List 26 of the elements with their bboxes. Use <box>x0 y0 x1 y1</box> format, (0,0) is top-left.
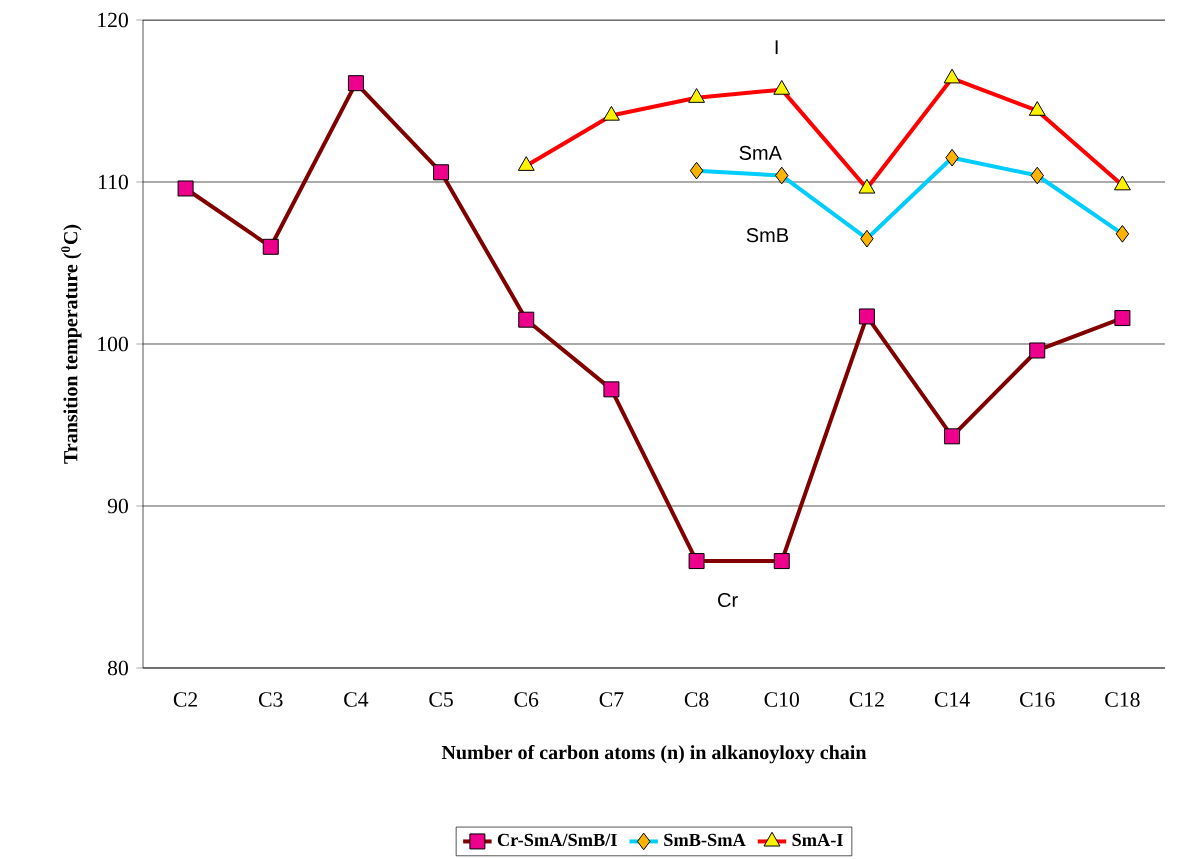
annotation: SmA <box>739 145 782 160</box>
y-axis-title: Transition temperature ($^{0}$C) <box>61 224 82 464</box>
legend-label: SmB-SmA <box>664 833 746 847</box>
legend-label: SmA-I <box>792 833 843 847</box>
x-tick-label: C12 <box>849 692 884 707</box>
x-tick-label: C5 <box>429 692 453 707</box>
y-tick-label: 100 <box>98 336 128 352</box>
x-tick-label: C8 <box>684 692 709 707</box>
legend-label: Cr-SmA/SmB/I <box>497 833 617 847</box>
x-tick-label: C4 <box>344 692 369 707</box>
x-tick-label: C18 <box>1105 692 1140 707</box>
x-tick-label: C2 <box>173 692 198 707</box>
annotation: I <box>775 40 778 55</box>
y-tick-label: 90 <box>107 498 128 514</box>
x-axis-title: Number of carbon atoms (n) in alkanoyloxy chain <box>441 744 867 764</box>
x-tick-label: C14 <box>934 692 970 707</box>
y-tick-label: 110 <box>99 174 128 190</box>
annotation: Cr <box>718 592 738 608</box>
x-tick-label: C10 <box>764 692 799 707</box>
x-tick-label: C6 <box>514 692 539 707</box>
x-tick-label: C3 <box>259 692 283 707</box>
y-tick-label: 120 <box>98 12 128 28</box>
annotation: SmB <box>746 228 789 243</box>
y-tick-label: 80 <box>107 660 128 676</box>
x-tick-label: C16 <box>1020 692 1055 707</box>
x-tick-label: C7 <box>599 692 624 707</box>
